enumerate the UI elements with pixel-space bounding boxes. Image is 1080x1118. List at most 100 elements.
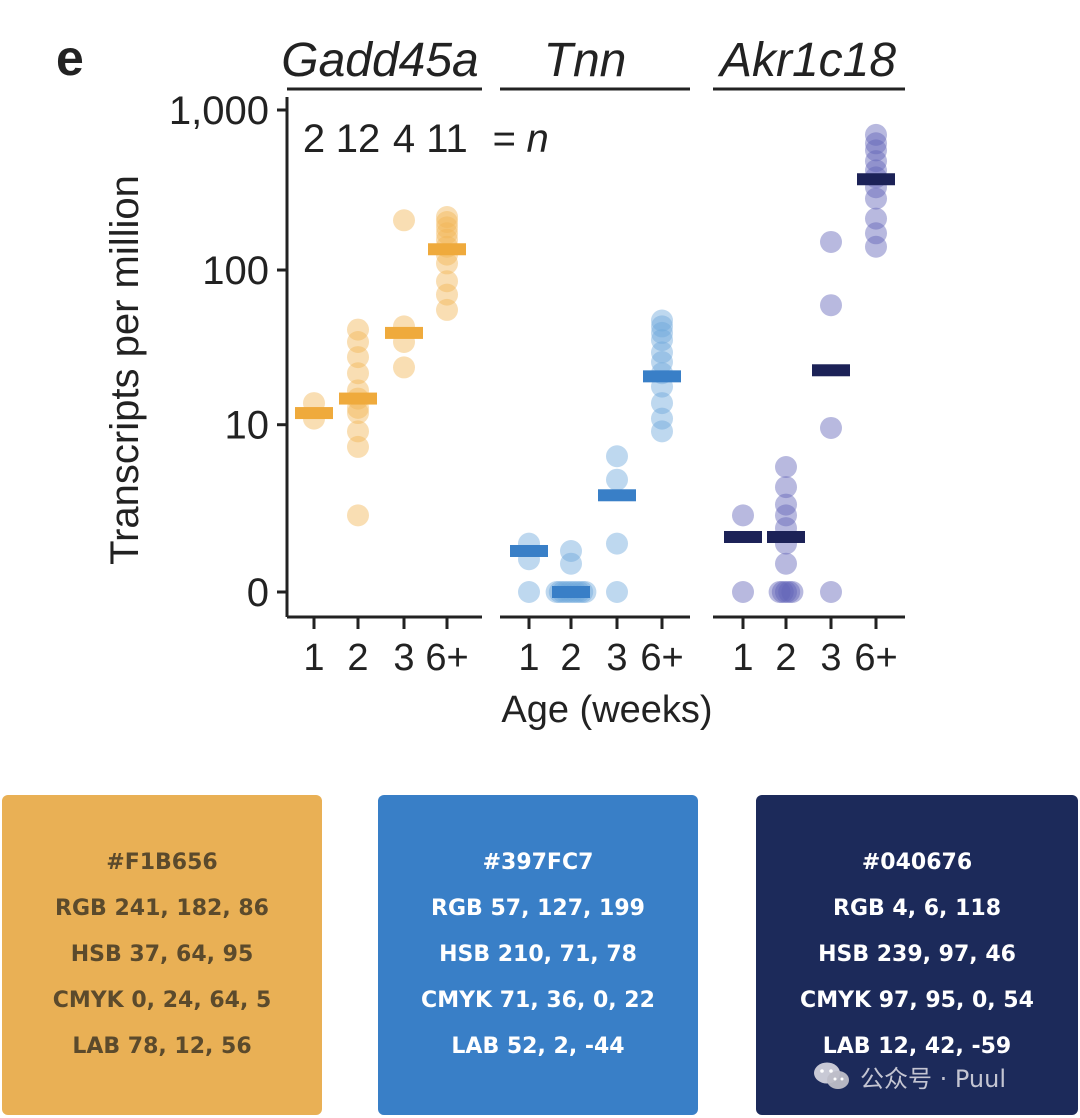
data-point [436, 283, 458, 306]
data-point [775, 504, 797, 527]
data-point [865, 139, 887, 162]
data-point [436, 216, 458, 239]
swatch-lab: LAB 52, 2, -44 [451, 1034, 625, 1059]
data-point [651, 321, 673, 344]
data-point [651, 329, 673, 352]
x-tick-label: 6+ [640, 637, 683, 679]
n-count-label: 11 [426, 117, 468, 161]
data-point [347, 362, 369, 385]
data-point [393, 209, 415, 232]
x-tick-label: 1 [732, 637, 753, 679]
median-bar [643, 370, 681, 383]
median-bar [552, 586, 590, 598]
data-point [436, 252, 458, 275]
data-point [865, 187, 887, 210]
x-tick-label: 2 [775, 637, 796, 679]
data-point [781, 581, 804, 603]
color-swatch-orange: #F1B656 RGB 241, 182, 86 HSB 37, 64, 95 … [2, 795, 322, 1115]
median-bar [812, 364, 850, 377]
x-tick-label: 6+ [854, 637, 897, 679]
data-point [768, 581, 791, 603]
swatch-cmyk: CMYK 71, 36, 0, 22 [421, 988, 655, 1013]
data-point [865, 235, 887, 258]
data-point [436, 270, 458, 293]
median-bar [510, 544, 548, 557]
data-point [347, 318, 369, 341]
data-point [606, 445, 628, 468]
data-point [347, 346, 369, 369]
data-point [347, 402, 369, 425]
median-bar [724, 530, 762, 543]
y-tick-label: 1,000 [169, 89, 269, 133]
data-point [775, 455, 797, 478]
data-point [775, 493, 797, 516]
n-annotation-label: = n [492, 117, 549, 161]
watermark: 公众号 · Puul [812, 1058, 1006, 1094]
data-point [393, 356, 415, 379]
swatch-hex: #040676 [861, 850, 973, 875]
y-tick-label: 100 [202, 249, 269, 293]
data-point [651, 315, 673, 338]
median-bar [857, 173, 895, 186]
data-point [865, 123, 887, 146]
x-tick-label: 3 [606, 637, 627, 679]
n-count-label: 12 [336, 117, 381, 161]
median-bar [767, 530, 805, 543]
data-point [606, 581, 628, 603]
swatch-cmyk: CMYK 0, 24, 64, 5 [52, 988, 272, 1013]
data-point [651, 420, 673, 443]
data-point [775, 581, 797, 603]
gene-label: Akr1c18 [717, 34, 896, 87]
color-swatch-blue: #397FC7 RGB 57, 127, 199 HSB 210, 71, 78… [378, 795, 698, 1115]
gene-label: Gadd45a [281, 34, 479, 87]
swatch-rgb: RGB 241, 182, 86 [55, 896, 269, 921]
data-point [347, 504, 369, 527]
swatch-rgb: RGB 4, 6, 118 [833, 896, 1001, 921]
x-tick-label: 3 [820, 637, 841, 679]
panel-label: e [56, 30, 84, 86]
x-tick-label: 1 [518, 637, 539, 679]
color-swatch-navy: #040676 RGB 4, 6, 118 HSB 239, 97, 46 CM… [756, 795, 1078, 1115]
median-bar [598, 489, 636, 502]
x-tick-label: 2 [347, 637, 368, 679]
x-tick-label: 2 [560, 637, 581, 679]
data-point [606, 468, 628, 491]
median-bar [295, 407, 333, 420]
data-point [436, 298, 458, 321]
y-tick-label: 10 [225, 404, 270, 448]
data-point [820, 416, 842, 439]
data-point [820, 230, 842, 253]
data-point [560, 539, 582, 562]
x-tick-label: 3 [393, 637, 414, 679]
data-point [651, 341, 673, 364]
swatch-lab: LAB 78, 12, 56 [72, 1034, 252, 1059]
data-point [436, 205, 458, 228]
gene-label: Tnn [544, 34, 627, 87]
data-point [347, 435, 369, 458]
swatch-hsb: HSB 239, 97, 46 [818, 942, 1016, 967]
data-point [865, 150, 887, 173]
wechat-icon [814, 1062, 849, 1089]
y-axis-label: Transcripts per million [103, 175, 147, 565]
data-point [732, 504, 754, 527]
swatch-rgb: RGB 57, 127, 199 [431, 896, 645, 921]
data-point [436, 211, 458, 234]
x-tick-label: 6+ [425, 637, 468, 679]
data-point [436, 222, 458, 245]
data-point [771, 581, 794, 603]
watermark-text: 公众号 · Puul [860, 1064, 1007, 1093]
data-point [865, 132, 887, 155]
data-point [651, 309, 673, 332]
data-point [606, 532, 628, 555]
data-point [651, 351, 673, 374]
data-point [775, 476, 797, 499]
swatch-hsb: HSB 210, 71, 78 [439, 942, 637, 967]
chart-marks [295, 123, 895, 603]
n-count-label: 4 [393, 117, 415, 161]
data-point [820, 581, 842, 603]
data-point [651, 407, 673, 430]
median-bar [339, 392, 377, 405]
data-point [775, 552, 797, 575]
data-point [651, 392, 673, 415]
